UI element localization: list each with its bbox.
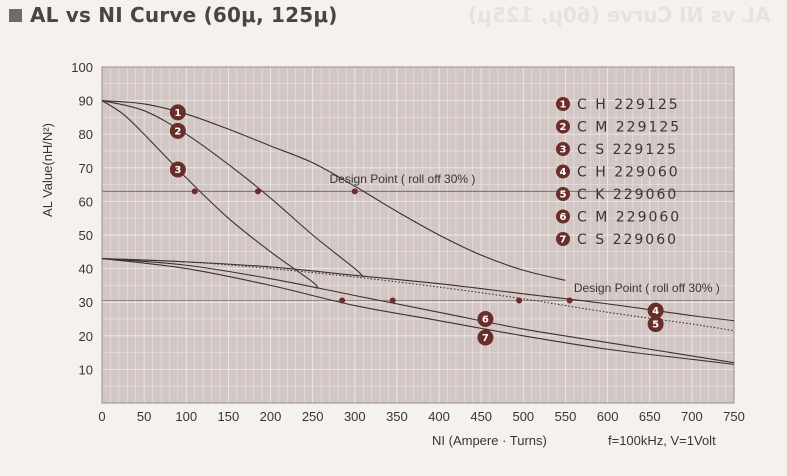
legend-label-5: C K 229060 [577, 187, 678, 203]
x-tick-label: 750 [723, 409, 745, 424]
title-bar: AL vs NI Curve (60μ, 125μ) AL vs NI Curv… [0, 0, 787, 36]
design-point-annotation: Design Point ( roll off 30% ) [330, 172, 476, 186]
legend-marker-number: 6 [560, 212, 567, 223]
grid [102, 67, 734, 403]
legend-label-6: C M 229060 [577, 210, 681, 226]
y-tick-label: 60 [79, 194, 93, 209]
series-line-6 [101, 257, 735, 364]
x-tick-label: 400 [428, 409, 450, 424]
series-line-3 [101, 100, 318, 290]
y-tick-label: 10 [79, 362, 93, 377]
series-line-7 [101, 257, 735, 365]
series-line-2 [101, 100, 364, 278]
legend: 1 C H 229125 2 C M 229125 3 C S 229125 4 C H 22… [556, 97, 681, 248]
series-marker-6: 6 [477, 311, 494, 327]
design-point-4 [566, 297, 573, 304]
x-tick-label: 250 [302, 409, 324, 424]
legend-label-4: C H 229060 [577, 165, 680, 181]
series-marker-circle [647, 316, 664, 333]
legend-label-7: C S 229060 [577, 232, 678, 248]
x-tick-label: 50 [137, 409, 151, 424]
x-axis-label: NI (Ampere · Turns) [432, 433, 547, 448]
series-marker-5: 5 [647, 316, 664, 333]
series-marker-3: 3 [169, 161, 186, 178]
y-axis-label: AL Value(nH/N²) [40, 123, 55, 217]
series-marker-number: 2 [174, 126, 181, 137]
chart-title: AL vs NI Curve (60μ, 125μ) [30, 3, 338, 27]
legend-marker-number: 5 [560, 190, 567, 201]
x-tick-label: 650 [639, 409, 661, 424]
legend-marker-number: 3 [560, 145, 567, 156]
series-marker-7: 7 [477, 329, 494, 346]
series-marker-circle [477, 311, 494, 327]
design-point-5 [516, 297, 523, 304]
x-tick-label: 700 [681, 409, 703, 424]
y-tick-label: 80 [79, 127, 93, 142]
y-tick-label: 40 [79, 262, 93, 277]
y-tick-label: 50 [79, 228, 93, 243]
series-marker-number: 7 [482, 333, 489, 344]
series-marker-circle [477, 329, 494, 346]
legend-marker-3 [556, 142, 570, 156]
x-tick-label: 150 [218, 409, 240, 424]
legend-label-3: C S 229125 [577, 142, 678, 158]
design-point-2 [254, 188, 261, 195]
legend-marker-1 [556, 97, 570, 111]
series-marker-circle [169, 161, 186, 178]
y-tick-label: 30 [79, 295, 93, 310]
legend-marker-number: 7 [560, 235, 567, 246]
design-point-1 [351, 188, 358, 195]
series-marker-number: 1 [174, 108, 181, 119]
design-point-7 [339, 297, 346, 304]
test-condition-label: f=100kHz, V=1Volt [608, 433, 716, 448]
title-square-icon [9, 9, 22, 22]
design-point-3 [191, 188, 198, 195]
x-tick-label: 350 [386, 409, 408, 424]
series-marker-number: 6 [482, 315, 489, 326]
legend-marker-5 [556, 187, 570, 201]
series-marker-number: 5 [652, 320, 659, 331]
legend-marker-6 [556, 209, 570, 224]
y-tick-label: 70 [79, 161, 93, 176]
plot-frame [101, 66, 735, 404]
x-tick-label: 600 [597, 409, 619, 424]
series-marker-number: 4 [652, 306, 659, 317]
y-tick-label: 100 [71, 60, 93, 75]
legend-marker-2 [556, 119, 570, 134]
y-tick-label: 90 [79, 94, 93, 109]
x-tick-label: 450 [470, 409, 492, 424]
legend-marker-number: 1 [560, 100, 567, 111]
series-marker-1: 1 [169, 104, 186, 121]
design-point-annotation: Design Point ( roll off 30% ) [574, 281, 720, 295]
legend-label-1: C H 229125 [577, 97, 680, 113]
x-tick-label: 550 [555, 409, 577, 424]
series-marker-circle [647, 302, 664, 319]
legend-marker-number: 4 [560, 167, 567, 178]
y-tick-label: 20 [79, 329, 93, 344]
x-tick-label: 300 [344, 409, 366, 424]
legend-label-2: C M 229125 [577, 120, 681, 136]
x-tick-label: 200 [260, 409, 282, 424]
legend-marker-number: 2 [560, 122, 567, 133]
x-tick-label: 0 [98, 409, 105, 424]
series-marker-circle [169, 104, 186, 121]
legend-marker-4 [556, 164, 570, 179]
series-marker-4: 4 [647, 302, 664, 319]
legend-marker-7 [556, 232, 570, 246]
x-tick-label: 100 [175, 409, 197, 424]
series-marker-number: 3 [174, 165, 181, 176]
series-marker-circle [169, 122, 186, 139]
x-tick-label: 500 [512, 409, 534, 424]
series-marker-2: 2 [169, 122, 186, 139]
design-point-6 [389, 297, 396, 304]
